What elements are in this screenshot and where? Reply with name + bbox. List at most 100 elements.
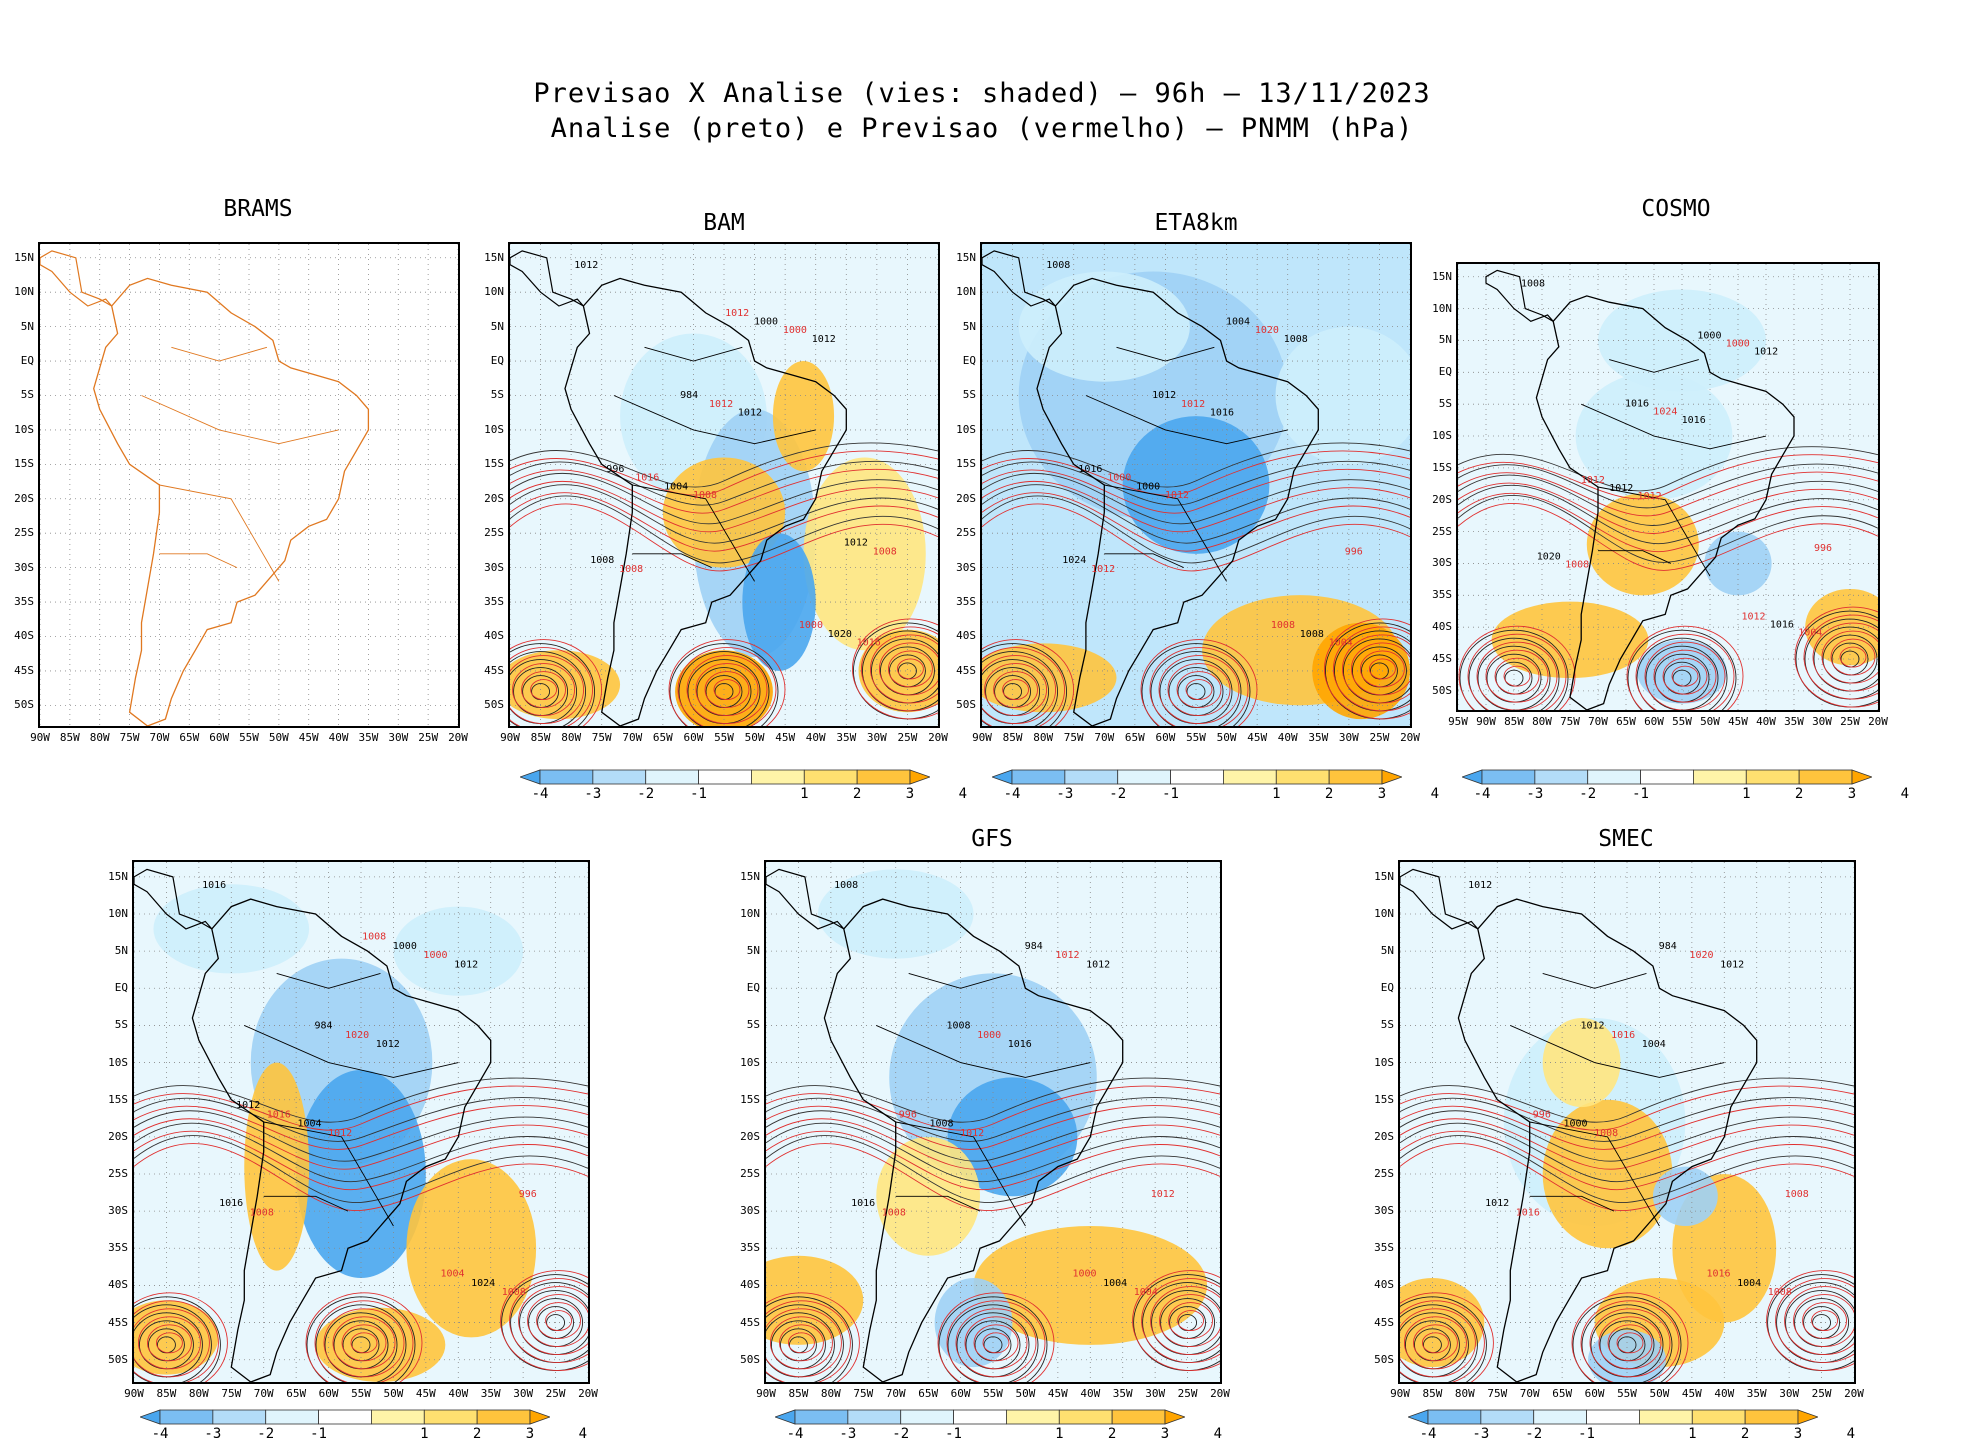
latitude-label: 10S	[1432, 429, 1452, 443]
colorbar-label: -1	[310, 1426, 327, 1442]
contour-label: 1008	[362, 931, 386, 942]
longitude-label: 45W	[1247, 731, 1268, 744]
map-svg: 1012 1008 1012 1016 1004 1008 1000 1020 1012 1016…	[1400, 862, 1854, 1382]
longitude-label: 45W	[415, 1387, 436, 1400]
latitude-label: 45S	[1374, 1315, 1394, 1329]
analysis-isobar	[510, 643, 596, 726]
longitude-label: 65W	[286, 1387, 307, 1400]
latitude-label: 35S	[956, 595, 976, 609]
contour-label: 1012	[1720, 960, 1744, 971]
forecast-isobar	[1802, 1302, 1848, 1340]
latitude-label: EQ	[490, 354, 504, 368]
longitude-label: 20W	[1210, 1387, 1230, 1400]
colorbar-label: -4	[531, 786, 549, 802]
analysis-isobar	[982, 495, 1410, 564]
latitude-label: 30S	[14, 560, 34, 574]
contour-label: 1000	[1107, 473, 1131, 484]
forecast-isobar	[982, 503, 1410, 572]
longitude-label: 40W	[1277, 731, 1298, 744]
contour-label: 1012	[1485, 1198, 1509, 1209]
analysis-isobar	[134, 1097, 588, 1142]
longitude-label: 50W	[268, 731, 289, 744]
contour-label: 1012	[454, 960, 478, 971]
south-america-coastline	[564, 277, 847, 726]
colorbar-label: -1	[1578, 1426, 1595, 1442]
latitude-label: 25S	[14, 526, 34, 540]
contour-label: 1016	[1611, 1030, 1635, 1041]
contour-label: 1016	[1516, 1208, 1540, 1219]
longitude-label: 70W	[149, 731, 170, 744]
contour-label: 1020	[1255, 325, 1279, 336]
latitude-label: 10N	[1432, 301, 1452, 315]
colorbar-label: -1	[1162, 786, 1179, 802]
colorbar-swatch	[1586, 1409, 1640, 1425]
bias-region	[1542, 1018, 1621, 1108]
longitude-label: 30W	[1812, 715, 1832, 728]
contour-label: 1008	[502, 1287, 526, 1298]
analysis-isobar	[1627, 629, 1737, 710]
forecast-isobar	[1341, 634, 1410, 704]
latitude-label: 10N	[108, 907, 128, 920]
forecast-isobar	[982, 450, 1410, 496]
forecast-isobar	[704, 671, 750, 709]
analysis-isobar	[669, 643, 779, 726]
longitude-label: 90W	[756, 1387, 776, 1400]
figure-title: Previsao X Analise (vies: shaded) – 96h …	[533, 78, 1431, 109]
forecast-isobar	[350, 1332, 378, 1354]
latitude-label: 5S	[20, 388, 34, 402]
contour-label: 1008	[693, 490, 717, 501]
contour-label: 1012	[1468, 880, 1492, 891]
latitude-label: 40S	[14, 629, 34, 643]
colorbar-label: 1	[1055, 1426, 1064, 1442]
longitude-label: 70W	[1519, 1387, 1540, 1400]
bias-region	[1588, 1330, 1666, 1382]
longitude-label: 60W	[1644, 715, 1664, 728]
forecast-isobar	[1458, 625, 1576, 710]
forecast-isobar	[510, 655, 585, 725]
colorbar-swatch	[159, 1409, 214, 1425]
contour-label: 1000	[977, 1030, 1001, 1041]
contour-label: 1000	[799, 620, 823, 631]
latitude-label: 5N	[962, 319, 976, 333]
country-border	[1104, 553, 1184, 569]
latitude-label: 20S	[956, 491, 976, 505]
latitude-label: 15S	[956, 457, 976, 471]
longitude-label: 40W	[1080, 1387, 1101, 1400]
contour-label: 996	[1345, 546, 1363, 557]
contour-label: 1008	[1271, 620, 1295, 631]
forecast-isobar	[766, 1308, 842, 1378]
longitude-label: 60W	[1155, 731, 1176, 744]
colorbar-swatch	[1798, 769, 1853, 785]
country-border	[1609, 359, 1699, 373]
contour-label: 1008	[1594, 1128, 1618, 1139]
forecast-isobar	[1467, 633, 1567, 710]
colorbar-swatch	[1639, 1409, 1693, 1425]
longitude-label: 70W	[1588, 715, 1608, 728]
forecast-isobar	[500, 1270, 588, 1372]
latitude-label: 40S	[1432, 620, 1452, 634]
forecast-isobar	[766, 1292, 860, 1382]
forecast-isobar	[1400, 1300, 1485, 1382]
forecast-isobar	[1485, 649, 1549, 703]
colorbar-swatch	[1170, 769, 1224, 785]
forecast-isobar	[155, 1332, 183, 1354]
longitude-label: 75W	[1560, 715, 1580, 728]
longitude-label: 65W	[1124, 731, 1145, 744]
longitude-label: 80W	[1033, 731, 1054, 744]
colorbar-swatch	[1111, 1409, 1166, 1425]
colorbar-label: 3	[1160, 1426, 1170, 1442]
forecast-isobar	[1400, 1105, 1854, 1150]
contour-label: 1016	[851, 1198, 875, 1209]
forecast-isobar	[1793, 1294, 1854, 1348]
colorbar-swatch	[1011, 769, 1066, 785]
panel-title: BRAMS	[223, 196, 293, 222]
contour-label: 1008	[929, 1119, 953, 1130]
panel-title: COSMO	[1641, 196, 1711, 222]
latitude-label: EQ	[114, 981, 128, 995]
longitude-label: 45W	[298, 731, 319, 744]
latitude-label: 10N	[1374, 907, 1394, 920]
forecast-isobar	[1368, 658, 1396, 680]
central-america-coastline	[510, 250, 584, 307]
forecast-isobar	[1412, 1324, 1458, 1362]
contour-label: 1012	[376, 1039, 400, 1050]
